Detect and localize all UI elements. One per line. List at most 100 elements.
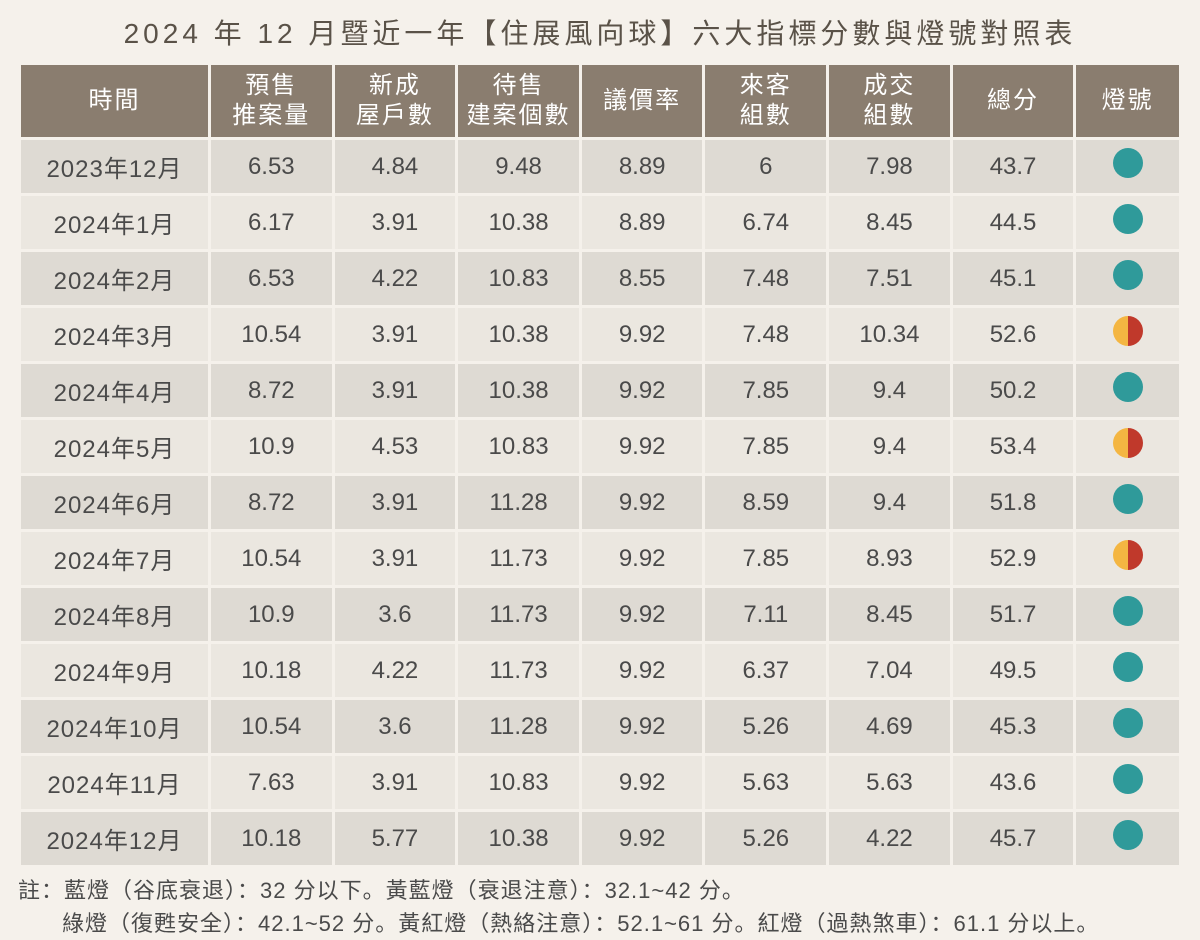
cell-value: 9.92: [582, 700, 703, 753]
cell-value: 10.83: [458, 252, 579, 305]
cell-value: 9.92: [582, 476, 703, 529]
cell-light: [1076, 308, 1179, 361]
table-row: 2023年12月6.534.849.488.8967.9843.7: [21, 140, 1179, 193]
cell-time: 2023年12月: [21, 140, 208, 193]
cell-light: [1076, 364, 1179, 417]
cell-value: 3.91: [335, 196, 456, 249]
cell-value: 53.4: [953, 420, 1074, 473]
cell-value: 9.92: [582, 588, 703, 641]
cell-value: 4.84: [335, 140, 456, 193]
table-row: 2024年9月10.184.2211.739.926.377.0449.5: [21, 644, 1179, 697]
indicator-table: 時間預售推案量新成屋戶數待售建案個數議價率來客組數成交組數總分燈號 2023年1…: [18, 62, 1182, 868]
cell-value: 51.8: [953, 476, 1074, 529]
cell-value: 10.9: [211, 420, 332, 473]
cell-value: 6.74: [705, 196, 826, 249]
cell-value: 6.37: [705, 644, 826, 697]
cell-value: 9.92: [582, 644, 703, 697]
table-row: 2024年11月7.633.9110.839.925.635.6343.6: [21, 756, 1179, 809]
cell-value: 43.6: [953, 756, 1074, 809]
cell-time: 2024年1月: [21, 196, 208, 249]
light-green-icon: [1113, 204, 1143, 234]
cell-value: 5.63: [705, 756, 826, 809]
cell-value: 11.73: [458, 588, 579, 641]
cell-value: 7.51: [829, 252, 950, 305]
cell-value: 43.7: [953, 140, 1074, 193]
cell-value: 3.91: [335, 364, 456, 417]
cell-value: 11.73: [458, 532, 579, 585]
light-green-icon: [1113, 372, 1143, 402]
table-row: 2024年8月10.93.611.739.927.118.4551.7: [21, 588, 1179, 641]
cell-light: [1076, 700, 1179, 753]
cell-value: 3.91: [335, 476, 456, 529]
col-header-3: 待售建案個數: [458, 65, 579, 137]
cell-value: 8.89: [582, 140, 703, 193]
col-header-1: 預售推案量: [211, 65, 332, 137]
cell-value: 7.85: [705, 532, 826, 585]
cell-value: 10.83: [458, 756, 579, 809]
cell-value: 8.89: [582, 196, 703, 249]
table-row: 2024年10月10.543.611.289.925.264.6945.3: [21, 700, 1179, 753]
table-row: 2024年1月6.173.9110.388.896.748.4544.5: [21, 196, 1179, 249]
col-header-8: 燈號: [1076, 65, 1179, 137]
cell-value: 10.18: [211, 812, 332, 865]
cell-value: 7.04: [829, 644, 950, 697]
cell-light: [1076, 812, 1179, 865]
light-green-icon: [1113, 484, 1143, 514]
cell-value: 9.92: [582, 308, 703, 361]
cell-value: 10.54: [211, 308, 332, 361]
cell-value: 11.28: [458, 476, 579, 529]
light-green-icon: [1113, 764, 1143, 794]
cell-value: 4.22: [829, 812, 950, 865]
cell-value: 10.38: [458, 196, 579, 249]
cell-time: 2024年11月: [21, 756, 208, 809]
cell-value: 8.55: [582, 252, 703, 305]
cell-value: 9.4: [829, 364, 950, 417]
cell-time: 2024年2月: [21, 252, 208, 305]
cell-value: 9.4: [829, 420, 950, 473]
cell-value: 8.72: [211, 364, 332, 417]
cell-value: 7.63: [211, 756, 332, 809]
cell-light: [1076, 756, 1179, 809]
cell-value: 11.28: [458, 700, 579, 753]
cell-value: 9.92: [582, 364, 703, 417]
cell-light: [1076, 196, 1179, 249]
table-row: 2024年3月10.543.9110.389.927.4810.3452.6: [21, 308, 1179, 361]
cell-value: 7.11: [705, 588, 826, 641]
cell-value: 7.48: [705, 308, 826, 361]
cell-value: 10.38: [458, 812, 579, 865]
cell-value: 9.92: [582, 756, 703, 809]
cell-value: 10.54: [211, 532, 332, 585]
cell-value: 7.48: [705, 252, 826, 305]
cell-value: 50.2: [953, 364, 1074, 417]
light-yellow-red-icon: [1113, 428, 1143, 458]
cell-value: 11.73: [458, 644, 579, 697]
footnote: 註：藍燈（谷底衰退）：32 分以下。黃藍燈（衰退注意）：32.1~42 分。 綠…: [18, 874, 1182, 940]
col-header-4: 議價率: [582, 65, 703, 137]
cell-value: 10.83: [458, 420, 579, 473]
cell-value: 9.92: [582, 532, 703, 585]
cell-value: 10.18: [211, 644, 332, 697]
cell-time: 2024年6月: [21, 476, 208, 529]
cell-value: 8.45: [829, 588, 950, 641]
cell-value: 4.53: [335, 420, 456, 473]
cell-value: 51.7: [953, 588, 1074, 641]
cell-value: 7.98: [829, 140, 950, 193]
cell-value: 10.34: [829, 308, 950, 361]
cell-light: [1076, 644, 1179, 697]
col-header-2: 新成屋戶數: [335, 65, 456, 137]
cell-value: 8.72: [211, 476, 332, 529]
light-yellow-red-icon: [1113, 316, 1143, 346]
table-header-row: 時間預售推案量新成屋戶數待售建案個數議價率來客組數成交組數總分燈號: [21, 65, 1179, 137]
cell-value: 4.69: [829, 700, 950, 753]
table-row: 2024年12月10.185.7710.389.925.264.2245.7: [21, 812, 1179, 865]
cell-value: 8.93: [829, 532, 950, 585]
cell-value: 4.22: [335, 644, 456, 697]
cell-value: 52.6: [953, 308, 1074, 361]
cell-value: 10.38: [458, 364, 579, 417]
light-yellow-red-icon: [1113, 540, 1143, 570]
cell-value: 45.1: [953, 252, 1074, 305]
table-row: 2024年6月8.723.9111.289.928.599.451.8: [21, 476, 1179, 529]
cell-value: 52.9: [953, 532, 1074, 585]
cell-value: 6.53: [211, 140, 332, 193]
cell-time: 2024年12月: [21, 812, 208, 865]
